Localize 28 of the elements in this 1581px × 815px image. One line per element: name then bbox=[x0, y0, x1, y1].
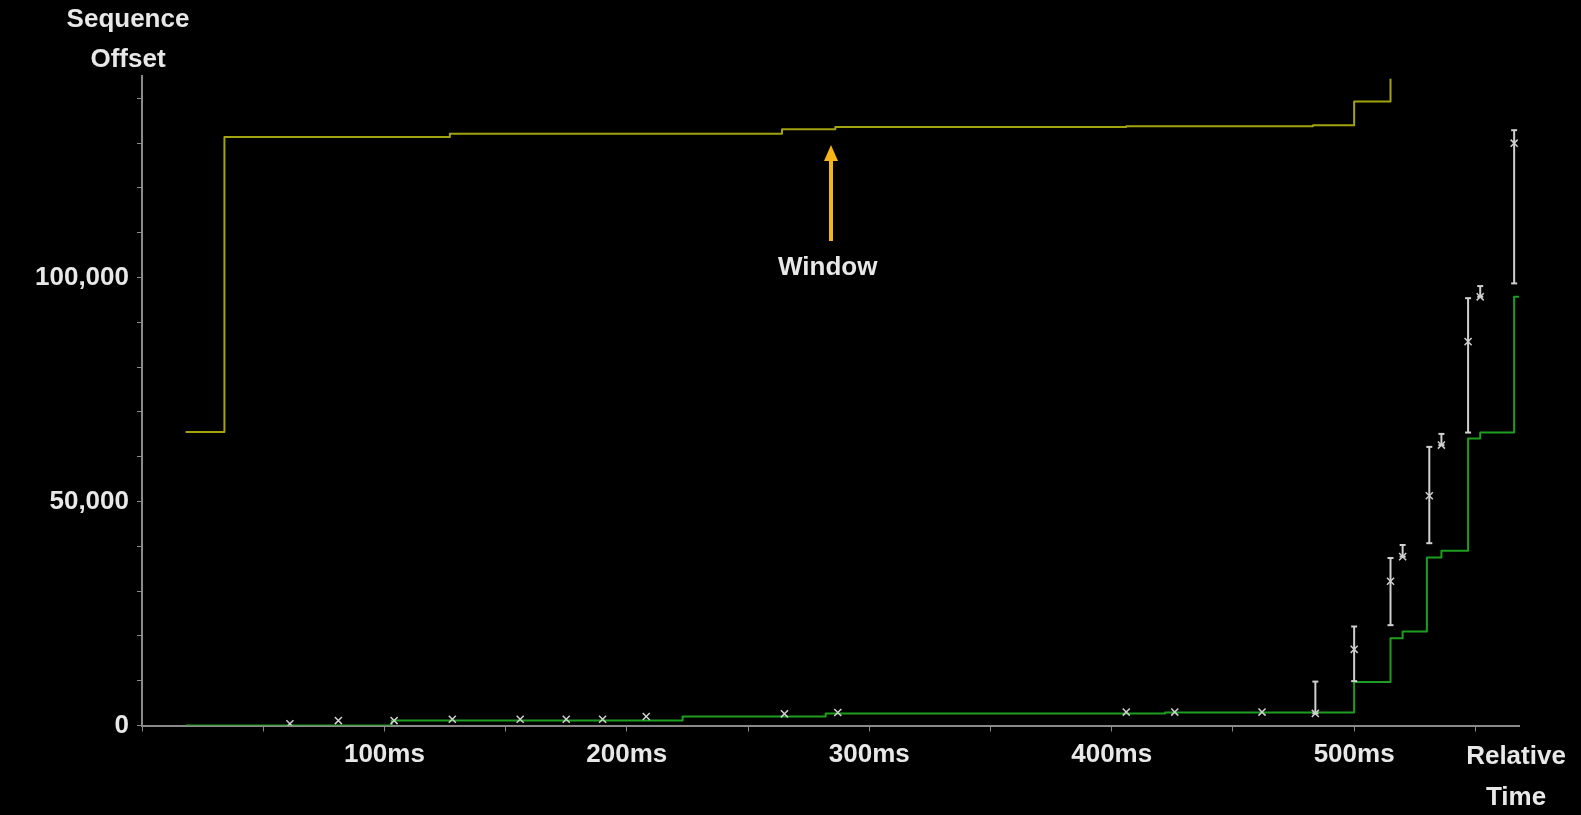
y-tick-label: 100,000 bbox=[35, 260, 129, 291]
point bbox=[1170, 707, 1180, 717]
x-tick-label: 100ms bbox=[343, 738, 425, 769]
x-tick-label: 400ms bbox=[1071, 738, 1153, 769]
point bbox=[1463, 337, 1473, 346]
x-tick-label: 300ms bbox=[828, 738, 910, 769]
point bbox=[598, 714, 607, 724]
y-tick-label: 50,000 bbox=[49, 484, 129, 515]
point bbox=[1121, 707, 1131, 717]
point bbox=[389, 716, 399, 725]
point bbox=[1386, 576, 1395, 586]
point bbox=[641, 712, 651, 721]
y-axis-title: Sequence Offset bbox=[66, 3, 190, 74]
x-tick-label: 200ms bbox=[586, 738, 668, 769]
x-axis-title: Relative Time bbox=[1466, 739, 1566, 811]
point bbox=[1349, 645, 1359, 654]
point bbox=[780, 709, 789, 719]
x-tick-label: 500ms bbox=[1313, 738, 1395, 769]
point bbox=[1509, 138, 1519, 148]
point bbox=[334, 716, 343, 725]
point bbox=[515, 714, 525, 724]
point bbox=[561, 714, 571, 724]
y-tick-label: 0 bbox=[114, 708, 129, 739]
annotation: Window bbox=[778, 250, 879, 281]
point bbox=[1257, 707, 1267, 717]
point bbox=[448, 714, 457, 724]
point bbox=[833, 708, 843, 717]
point bbox=[1425, 491, 1434, 500]
